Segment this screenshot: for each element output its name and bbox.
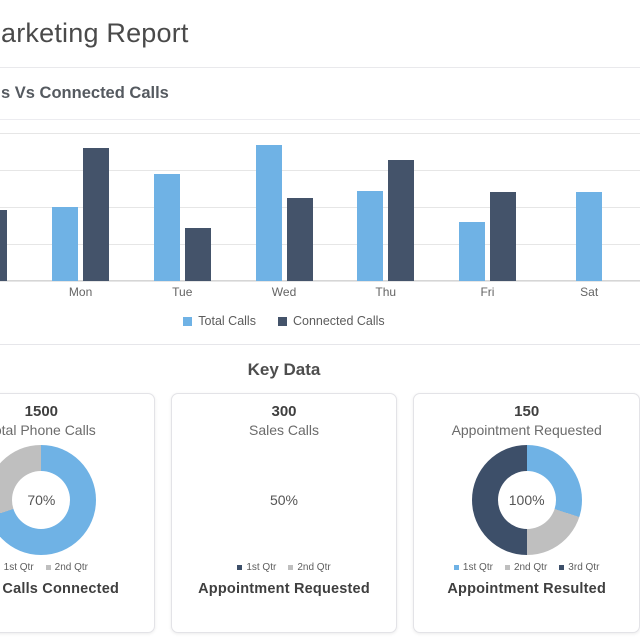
legend-label: 1st Qtr xyxy=(246,562,277,573)
card-footer: Total Calls Connected xyxy=(0,581,120,597)
bar-groups xyxy=(0,133,640,281)
card-label: Appointment Requested xyxy=(451,422,602,438)
key-data-title: Key Data xyxy=(247,360,321,379)
card-value: 300 xyxy=(271,403,297,420)
x-axis-tick: Tue xyxy=(172,285,193,299)
page-title: Telemarketing Report xyxy=(0,18,189,48)
card-legend-item[interactable]: 2nd Qtr xyxy=(504,562,548,573)
gridline xyxy=(0,281,640,282)
bar-wed-connected[interactable] xyxy=(286,198,313,281)
key-data-section: Key Data 1500 Total Phone Calls 70% 1st Qtr… xyxy=(0,346,640,640)
legend-label: 3rd Qtr xyxy=(568,562,600,573)
card-legend: 1st Qtr 2nd Qtr 3rd Qtr xyxy=(453,562,599,573)
gridline xyxy=(0,170,640,171)
card-legend-item[interactable]: 2nd Qtr xyxy=(288,562,331,573)
legend-swatch-icon xyxy=(237,565,243,570)
donut-chart[interactable]: 100% xyxy=(471,445,582,555)
legend-swatch-icon xyxy=(559,565,565,570)
card-legend: 1st Qtr 2nd Qtr xyxy=(0,562,88,573)
card-label: Sales Calls xyxy=(248,422,320,438)
legend-item[interactable]: Total Calls xyxy=(183,314,256,328)
bar-group xyxy=(30,133,132,281)
bar-mon-connected[interactable] xyxy=(83,148,110,281)
legend-label: Connected Calls xyxy=(292,314,385,328)
legend-label: 2nd Qtr xyxy=(297,562,331,573)
legend-label: 1st Qtr xyxy=(3,562,34,573)
x-axis-tick: Mon xyxy=(68,285,93,299)
bar-group xyxy=(131,133,233,281)
donut-center-label: 100% xyxy=(497,471,556,529)
legend-swatch-icon xyxy=(45,565,51,570)
bar-wed-total[interactable] xyxy=(255,145,282,281)
bar-sat-total[interactable] xyxy=(576,192,603,281)
legend-label: 2nd Qtr xyxy=(54,562,89,573)
legend-swatch-icon xyxy=(277,316,287,326)
gridline xyxy=(0,244,640,245)
chart-legend: Total Calls Connected Calls xyxy=(0,314,640,328)
legend-item[interactable]: Connected Calls xyxy=(277,314,385,328)
legend-swatch-icon xyxy=(453,565,459,570)
key-data-card[interactable]: 300 Sales Calls 50% 1st Qtr 2nd Qtr Appointme… xyxy=(170,393,398,633)
key-data-card[interactable]: 1500 Total Phone Calls 70% 1st Qtr 2nd Qtr To… xyxy=(0,393,155,633)
card-value: 150 xyxy=(514,403,540,420)
card-footer: Appointment Requested xyxy=(198,581,370,597)
legend-swatch-icon xyxy=(504,565,510,570)
donut-center-label: 50% xyxy=(255,471,313,529)
card-label: Total Phone Calls xyxy=(0,422,96,438)
bar-fri-total[interactable] xyxy=(458,222,485,281)
bar-tue-total[interactable] xyxy=(153,174,180,281)
key-data-card[interactable]: 150 Appointment Requested 100% 1st Qtr 2nd Q… xyxy=(413,393,640,633)
x-axis-tick: Wed xyxy=(271,285,297,299)
card-footer: Appointment Resulted xyxy=(447,581,607,597)
chart-heading-divider xyxy=(0,119,640,120)
gridline xyxy=(0,207,640,208)
legend-label: 2nd Qtr xyxy=(513,562,548,573)
card-legend-item[interactable]: 2nd Qtr xyxy=(45,562,89,573)
card-value: 1500 xyxy=(24,403,59,420)
card-legend-item[interactable]: 1st Qtr xyxy=(453,562,493,573)
bar-mon-total[interactable] xyxy=(52,207,79,281)
x-axis-tick: Sat xyxy=(580,285,599,299)
x-axis-tick: Fri xyxy=(480,285,495,299)
bar-fri-connected[interactable] xyxy=(489,192,516,281)
bar-thu-connected[interactable] xyxy=(388,160,415,281)
bar-group xyxy=(0,133,30,281)
bar-tue-connected[interactable] xyxy=(184,228,211,281)
calls-chart-panel: Total Calls Vs Connected Calls Sun Mon Tue… xyxy=(0,69,640,345)
donut-chart[interactable]: 50% xyxy=(229,445,339,555)
legend-label: 1st Qtr xyxy=(462,562,493,573)
legend-label: Total Calls xyxy=(198,314,256,328)
key-data-cards: 1500 Total Phone Calls 70% 1st Qtr 2nd Qtr To… xyxy=(0,393,640,633)
bar-group xyxy=(437,133,539,281)
donut-center-label: 70% xyxy=(12,471,71,529)
legend-swatch-icon xyxy=(288,565,294,570)
chart-heading: Total Calls Vs Connected Calls xyxy=(0,84,169,102)
page-header: Telemarketing Report xyxy=(0,0,640,68)
x-axis-tick: Sun xyxy=(0,285,30,307)
card-legend-item[interactable]: 3rd Qtr xyxy=(559,562,599,573)
card-legend-item[interactable]: 1st Qtr xyxy=(237,562,276,573)
x-axis-tick: Thu xyxy=(375,285,397,299)
chart-axis-line xyxy=(0,280,640,281)
donut-chart[interactable]: 70% xyxy=(0,445,97,555)
x-axis-labels: Sun Mon Tue Wed Thu Fri Sat xyxy=(0,285,640,307)
bar-group xyxy=(335,133,437,281)
card-legend: 1st Qtr 2nd Qtr xyxy=(237,562,331,573)
bar-group xyxy=(233,133,335,281)
legend-swatch-icon xyxy=(183,316,193,326)
bar-thu-total[interactable] xyxy=(357,191,384,281)
bar-sun-connected[interactable] xyxy=(0,210,8,281)
bar-group xyxy=(538,133,640,281)
gridline xyxy=(0,133,640,134)
bar-chart-plot xyxy=(0,133,640,282)
card-legend-item[interactable]: 1st Qtr xyxy=(0,562,34,573)
